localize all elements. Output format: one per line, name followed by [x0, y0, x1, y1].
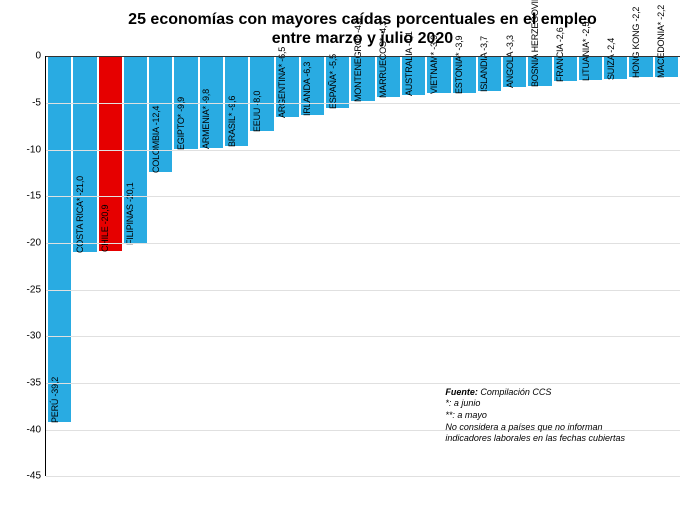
bar-label: PERÚ -39,2 [50, 377, 60, 423]
bar: COSTA RICA* -21,0 [73, 56, 96, 252]
bar-label: EEUU -8,0 [252, 91, 262, 132]
bar: CHILE -20,9 [99, 56, 122, 251]
y-tick-label: -20 [27, 238, 46, 249]
bar-label: MONTENEGRO* -4,8 [353, 18, 363, 102]
y-tick-label: 0 [35, 51, 46, 62]
bar: MONTENEGRO* -4,8 [351, 56, 374, 101]
gridline [46, 196, 680, 197]
bar-slot: PERÚ -39,2 [48, 56, 71, 476]
bar-slot: FILIPINAS -20,1 [124, 56, 147, 476]
bar-slot: MONTENEGRO* -4,8 [351, 56, 374, 476]
gridline [46, 243, 680, 244]
gridline [46, 383, 680, 384]
bar: LITUANIA* -2,5 [579, 56, 602, 79]
bar: IRLANDA -6,3 [301, 56, 324, 115]
bar-slot: EEUU -8,0 [250, 56, 273, 476]
bar: MARRUECOS* -4,3 [377, 56, 400, 96]
bar: FRANCIA -2,6 [554, 56, 577, 80]
bar-label: VIETNAM* -3,9 [429, 35, 439, 94]
gridline [46, 336, 680, 337]
y-tick-label: -15 [27, 191, 46, 202]
bar-label: ANGOLA -3,3 [505, 35, 515, 88]
gridline [46, 476, 680, 477]
footnote-box: Fuente: Compilación CCS *: a junio **: a… [445, 387, 625, 445]
gridline [46, 290, 680, 291]
bar: HONG KONG -2,2 [629, 56, 652, 77]
footnote-note-1: *: a junio [445, 398, 625, 410]
bar: ARGENTINA* -6,5 [276, 56, 299, 117]
bar: COLOMBIA -12,4 [149, 56, 172, 172]
bar: SUIZA -2,4 [604, 56, 627, 78]
bar-label: CHILE -20,9 [100, 205, 110, 252]
bar-label: FILIPINAS -20,1 [125, 182, 135, 245]
gridline [46, 56, 680, 57]
y-tick-label: -10 [27, 144, 46, 155]
bar-label: MARRUECOS* -4,3 [378, 20, 388, 97]
bar: AUSTRALIA -4,1 [402, 56, 425, 94]
bar: ESTONIA* -3,9 [453, 56, 476, 92]
source-label: Fuente: [445, 387, 478, 397]
bar-slot: ESPAÑA* -5,5 [326, 56, 349, 476]
footnote-source: Fuente: Compilación CCS [445, 387, 625, 399]
bar-slot: COLOMBIA -12,4 [149, 56, 172, 476]
bar-slot: ARMENIA* -9,8 [200, 56, 223, 476]
bar-slot: EGIPTO* -9,9 [174, 56, 197, 476]
y-tick-label: -30 [27, 331, 46, 342]
gridline [46, 150, 680, 151]
bar-label: COSTA RICA* -21,0 [75, 176, 85, 253]
y-tick-label: -40 [27, 424, 46, 435]
bar-label: ESTONIA* -3,9 [454, 36, 464, 94]
bar: VIETNAM* -3,9 [427, 56, 450, 92]
bar-slot: ARGENTINA* -6,5 [276, 56, 299, 476]
source-value: Compilación CCS [480, 387, 551, 397]
bar-slot: CHILE -20,9 [99, 56, 122, 476]
bar-slot: MARRUECOS* -4,3 [377, 56, 400, 476]
bar-label: HONG KONG -2,2 [631, 7, 641, 78]
bar-slot: MACEDONIA* -2,2 [655, 56, 678, 476]
bar: MACEDONIA* -2,2 [655, 56, 678, 77]
bar-label: BOSNIA HERZEGOVINA* -3,2 [530, 0, 540, 87]
bar-slot: HONG KONG -2,2 [629, 56, 652, 476]
bar: BRASIL* -9,6 [225, 56, 248, 146]
bar-label: ESPAÑA* -5,5 [328, 54, 338, 109]
chart-container: 25 economías con mayores caídas porcentu… [0, 0, 700, 507]
gridline [46, 103, 680, 104]
bar-label: LITUANIA* -2,5 [581, 21, 591, 80]
footnote-note-2: **: a mayo [445, 410, 625, 422]
bar-label: IRLANDA -6,3 [302, 62, 312, 116]
footnote-note-3: No considera a países que no informan [445, 422, 625, 434]
bar: EEUU -8,0 [250, 56, 273, 131]
bar: PERÚ -39,2 [48, 56, 71, 422]
y-tick-label: -25 [27, 284, 46, 295]
bar-label: FRANCIA -2,6 [555, 27, 565, 82]
bar: ESPAÑA* -5,5 [326, 56, 349, 107]
bar-slot: BRASIL* -9,6 [225, 56, 248, 476]
bar-slot: AUSTRALIA -4,1 [402, 56, 425, 476]
bar: BOSNIA HERZEGOVINA* -3,2 [528, 56, 551, 86]
bar: ISLANDIA -3,7 [478, 56, 501, 91]
bar: ANGOLA -3,3 [503, 56, 526, 87]
y-tick-label: -45 [27, 471, 46, 482]
bar-label: ARGENTINA* -6,5 [277, 47, 287, 118]
footnote-note-4: indicadores laborales en las fechas cubi… [445, 433, 625, 445]
bar-label: COLOMBIA -12,4 [151, 106, 161, 173]
bar-slot: COSTA RICA* -21,0 [73, 56, 96, 476]
bar-label: SUIZA -2,4 [606, 38, 616, 80]
bar-label: ISLANDIA -3,7 [479, 36, 489, 92]
bar-label: MACEDONIA* -2,2 [656, 5, 666, 78]
bar-label: AUSTRALIA -4,1 [404, 31, 414, 96]
y-tick-label: -35 [27, 378, 46, 389]
bar-slot: IRLANDA -6,3 [301, 56, 324, 476]
bar-label: EGIPTO* -9,9 [176, 97, 186, 150]
bar-label: ARMENIA* -9,8 [201, 89, 211, 149]
y-tick-label: -5 [32, 98, 46, 109]
